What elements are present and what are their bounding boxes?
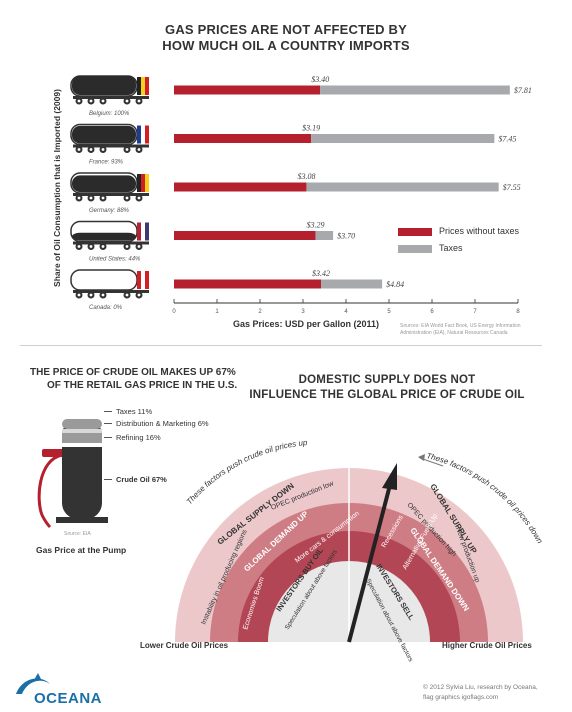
x-tick-label: 1: [215, 309, 219, 315]
oceana-logo-icon: [16, 673, 50, 694]
x-tick-label: 6: [430, 309, 434, 315]
x-tick-label: 2: [258, 309, 262, 315]
bar-label-base: $3.40: [311, 75, 329, 84]
tanker-truck-icon: Germany: 88%: [70, 172, 149, 214]
gas-price-chart: Belgium: 100% France: 93% Germany: 88% Unit…: [52, 75, 532, 329]
x-tick-label: 3: [301, 309, 305, 315]
bar-prices-without-taxes: [174, 231, 316, 240]
bar-label-base: $3.42: [312, 269, 330, 278]
bar-label-total: $7.55: [503, 183, 521, 192]
pump-label-refining: Refining 16%: [116, 433, 161, 442]
x-tick-label: 0: [172, 309, 176, 315]
pump-label-crude: Crude Oil 67%: [116, 475, 167, 484]
bar-label-total: $3.70: [337, 232, 355, 241]
supply-title-line1: DOMESTIC SUPPLY DOES NOT: [298, 374, 476, 386]
x-tick-label: 4: [344, 309, 348, 315]
crude-title-line1: THE PRICE OF CRUDE OIL MAKES UP 67%: [30, 367, 236, 378]
bar-prices-without-taxes: [174, 134, 312, 143]
x-tick-label: 8: [516, 309, 520, 315]
oceana-brand: OCEANA: [34, 690, 103, 707]
bar-label-base: $3.19: [302, 124, 320, 133]
bar-label-total: $7.45: [498, 135, 516, 144]
bar-label-base: $3.08: [297, 172, 315, 181]
chart-title-line2: HOW MUCH OIL A COUNTRY IMPORTS: [162, 38, 410, 53]
chart-title-line1: GAS PRICES ARE NOT AFFECTED BY: [165, 22, 407, 37]
supply-title-line2: INFLUENCE THE GLOBAL PRICE OF CRUDE OIL: [249, 389, 525, 401]
bar-taxes: [320, 85, 510, 95]
credit-line2: flag graphics igoflags.com: [423, 694, 499, 701]
country-label: Canada: 0%: [89, 305, 123, 311]
country-label: France: 93%: [89, 160, 124, 166]
country-label: United States: 44%: [89, 257, 141, 263]
bar-taxes: [306, 182, 499, 192]
x-axis: 0 1 2 3 4 5 6 7 8: [172, 299, 520, 315]
crude-title-line2: OF THE RETAIL GAS PRICE IN THE U.S.: [47, 380, 238, 391]
tanker-truck-icon: France: 93%: [70, 123, 149, 166]
bar-prices-without-taxes: [174, 182, 307, 192]
bar-label-total: $4.84: [386, 280, 404, 289]
bar-taxes: [311, 134, 495, 143]
gas-pump-illustration: [37, 419, 108, 529]
legend-swatch-taxes: [398, 245, 432, 253]
credit-line1: © 2012 Sylvia Liu, research by Oceana,: [423, 684, 538, 691]
pump-source: Source: EIA: [64, 531, 91, 537]
bar-label-total: $7.81: [514, 86, 532, 95]
country-label: Belgium: 100%: [89, 111, 130, 117]
pump-label-taxes: Taxes 11%: [116, 407, 153, 416]
label-higher-prices: Higher Crude Oil Prices: [442, 641, 532, 650]
country-label: Germany: 88%: [89, 208, 130, 214]
tanker-truck-icon: Belgium: 100%: [70, 75, 149, 117]
x-axis-label: Gas Prices: USD per Gallon (2011): [233, 319, 379, 329]
legend-label-taxes: Taxes: [439, 243, 463, 253]
chart-source: Sources: EIA World Fact Book, US Energy …: [400, 323, 521, 336]
x-tick-label: 5: [387, 309, 391, 315]
bar-group: $3.40 $7.81 $3.19 $7.45 $3.08 $7.55 $3.29 $3.70…: [174, 75, 532, 289]
tanker-truck-icon: Canada: 0%: [70, 269, 149, 311]
bar-prices-without-taxes: [174, 85, 321, 95]
legend-swatch-prices: [398, 228, 432, 236]
bar-taxes: [321, 279, 383, 289]
y-axis-label: Share of Oil Consumption that is Importe…: [52, 89, 62, 287]
legend-label-prices: Prices without taxes: [439, 226, 520, 236]
section-divider: [20, 345, 542, 346]
label-lower-prices: Lower Crude Oil Prices: [140, 641, 229, 650]
pump-label-distribution: Distribution & Marketing 6%: [116, 419, 209, 428]
tank-icons: Belgium: 100% France: 93% Germany: 88% Unit…: [70, 75, 149, 311]
bar-prices-without-taxes: [174, 279, 322, 289]
tanker-truck-icon: United States: 44%: [70, 220, 149, 263]
bar-taxes: [315, 231, 334, 240]
x-tick-label: 7: [473, 309, 477, 315]
bar-label-base: $3.29: [306, 221, 324, 230]
pump-caption: Gas Price at the Pump: [36, 545, 127, 555]
